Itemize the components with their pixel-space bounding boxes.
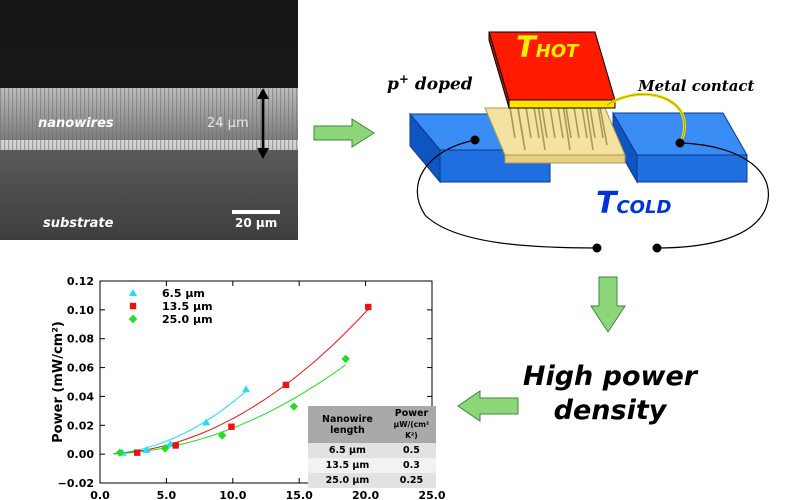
y-tick-label: 0.12	[67, 275, 94, 288]
circuit-wire-left	[416, 139, 598, 249]
plot-frame	[99, 280, 433, 484]
y-tick-label: 0.02	[67, 419, 94, 432]
circuit-wire-right	[656, 142, 770, 249]
table-cell: 0.3	[386, 458, 436, 473]
result-line-2: density	[553, 395, 667, 426]
result-line-1: High power	[522, 361, 698, 392]
x-tick-label: 25.0	[418, 489, 445, 500]
terminal-dot	[470, 135, 480, 145]
hot-block	[488, 31, 616, 109]
table-cell: 0.25	[386, 473, 436, 488]
result-text: High power density	[470, 360, 750, 428]
substrate-layer	[0, 150, 298, 240]
legend-marker	[128, 314, 138, 324]
x-tick-label: 15.0	[286, 489, 313, 500]
legend-label: 13.5 µm	[162, 300, 213, 313]
y-tick-label: 0.00	[67, 448, 94, 461]
table-cell: 0.5	[386, 443, 436, 458]
y-axis-label: Power (mW/cm²)	[51, 321, 66, 443]
x-tick-label: 10.0	[219, 489, 246, 500]
cold-block-right	[612, 111, 748, 184]
p-doped-label: p+ doped	[387, 72, 473, 95]
y-tick-label: 0.04	[67, 390, 94, 403]
metal-contact-label: Metal contact	[638, 77, 755, 95]
t-hot-label: THOT	[516, 30, 579, 64]
x-tick-label: 20.0	[352, 489, 379, 500]
y-tick-label: −0.02	[58, 477, 94, 490]
scale-bar-label: 20 µm	[235, 216, 278, 230]
data-point	[228, 423, 235, 430]
nanowire-layer	[0, 88, 298, 153]
data-point	[202, 418, 211, 426]
data-point	[365, 303, 372, 311]
terminal-dot	[675, 138, 685, 148]
data-point	[341, 354, 350, 364]
down-arrow	[590, 276, 626, 333]
y-tick-label: 0.08	[67, 333, 94, 346]
data-point	[142, 445, 151, 453]
sem-micrograph: nanowires 24 µm substrate 20 µm	[0, 0, 298, 240]
data-point	[166, 440, 175, 448]
fit-curve-13-5--m	[113, 308, 369, 455]
x-tick-label: 5.0	[157, 489, 177, 500]
table-row: 25.0 µm 0.25	[308, 473, 436, 488]
y-tick-label: 0.10	[67, 304, 94, 317]
power-chart: 0.12 0.10 0.08 0.06 0.04 0.02 0.00 −0.020.0 5.0 1…	[51, 275, 446, 500]
table-cell: 13.5 µm	[308, 458, 387, 473]
data-point	[282, 381, 290, 389]
table-header: Nanowire length	[308, 406, 387, 443]
nanowire-table: Nanowire length Power µW/(cm² K²) 6.5 µm …	[308, 406, 436, 488]
y-tick-label: 0.06	[67, 362, 94, 375]
substrate-label: substrate	[43, 216, 114, 231]
legend-marker	[129, 289, 137, 296]
table-row: 6.5 µm 0.5	[308, 443, 436, 458]
table-header: Power µW/(cm² K²)	[386, 406, 436, 443]
metal-contact-wire-outline	[606, 94, 685, 144]
data-point	[172, 442, 179, 449]
data-point	[133, 449, 141, 456]
nanowires-label: nanowires	[38, 116, 114, 131]
data-point	[217, 431, 227, 440]
scale-bar	[232, 210, 280, 214]
table-cell: 25.0 µm	[308, 473, 387, 488]
height-label: 24 µm	[207, 116, 249, 131]
data-point	[115, 448, 125, 457]
data-point	[242, 385, 251, 393]
terminal-dot	[592, 243, 602, 253]
data-point	[289, 402, 299, 411]
t-cold-label: TCOLD	[596, 186, 672, 221]
right-arrow-1	[313, 118, 375, 148]
device-schematic	[408, 31, 770, 253]
left-arrow	[457, 390, 519, 422]
table-cell: 6.5 µm	[308, 443, 387, 458]
sem-image	[0, 0, 298, 240]
height-arrow	[257, 88, 269, 159]
legend-marker	[129, 302, 137, 310]
table-row: 13.5 µm 0.3	[308, 458, 436, 473]
x-tick-label: 0.0	[90, 489, 110, 500]
legend-label: 6.5 µm	[162, 287, 205, 300]
terminal-dot	[652, 243, 662, 253]
legend-label: 25.0 µm	[162, 313, 213, 326]
